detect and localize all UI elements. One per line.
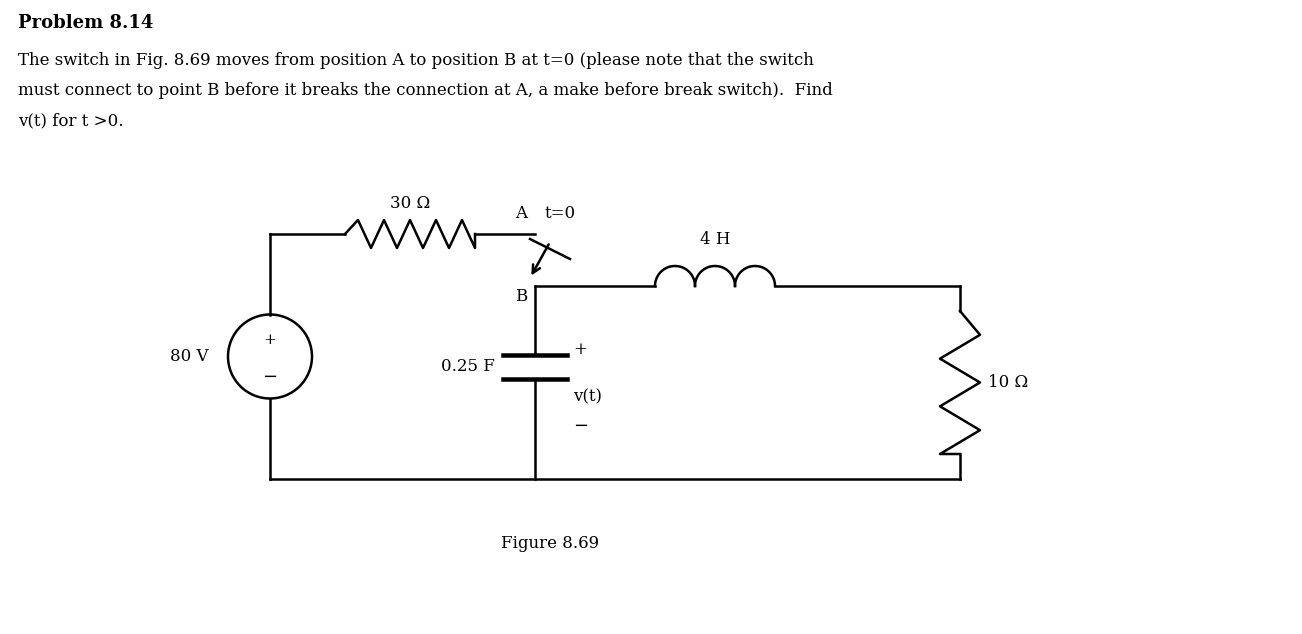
Text: t=0: t=0 — [546, 205, 575, 222]
Text: 10 Ω: 10 Ω — [988, 374, 1029, 391]
Text: A: A — [516, 205, 527, 222]
Text: The switch in Fig. 8.69 moves from position A to position B at t=0 (please note : The switch in Fig. 8.69 moves from posit… — [18, 52, 814, 69]
Text: v(t) for t >0.: v(t) for t >0. — [18, 112, 124, 129]
Text: 4 H: 4 H — [699, 231, 730, 248]
Text: Problem 8.14: Problem 8.14 — [18, 14, 154, 32]
Text: −: − — [573, 417, 589, 434]
Text: must connect to point B before it breaks the connection at A, a make before brea: must connect to point B before it breaks… — [18, 82, 833, 99]
Text: 80 V: 80 V — [169, 348, 208, 365]
Text: B: B — [514, 288, 527, 305]
Text: +: + — [263, 333, 276, 347]
Text: 0.25 F: 0.25 F — [441, 358, 495, 375]
Text: Figure 8.69: Figure 8.69 — [501, 536, 599, 552]
Text: v(t): v(t) — [573, 389, 602, 406]
Text: 30 Ω: 30 Ω — [389, 195, 430, 212]
Text: −: − — [263, 368, 277, 385]
Text: +: + — [573, 341, 587, 358]
